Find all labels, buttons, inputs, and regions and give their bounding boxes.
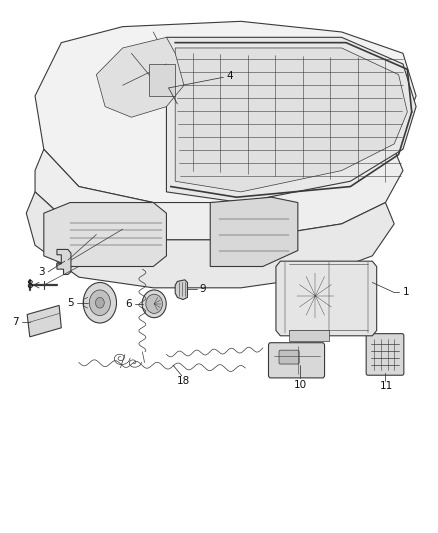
Polygon shape — [175, 48, 407, 192]
Ellipse shape — [142, 290, 166, 318]
Polygon shape — [35, 21, 416, 203]
Polygon shape — [276, 261, 377, 336]
Ellipse shape — [146, 294, 162, 313]
FancyBboxPatch shape — [366, 334, 404, 375]
Circle shape — [304, 282, 326, 309]
Text: 3: 3 — [38, 267, 45, 277]
Circle shape — [57, 251, 61, 256]
Ellipse shape — [340, 271, 361, 300]
Text: 18: 18 — [177, 376, 190, 386]
Ellipse shape — [223, 213, 276, 251]
Polygon shape — [57, 249, 71, 274]
Text: 11: 11 — [380, 382, 393, 391]
Polygon shape — [210, 197, 298, 266]
Circle shape — [57, 262, 61, 267]
Polygon shape — [166, 37, 416, 203]
Text: 5: 5 — [67, 298, 74, 308]
Polygon shape — [44, 203, 166, 266]
Polygon shape — [149, 64, 175, 96]
Circle shape — [83, 282, 117, 323]
Circle shape — [287, 261, 344, 330]
Polygon shape — [96, 37, 184, 117]
Text: 7: 7 — [12, 318, 19, 327]
FancyBboxPatch shape — [268, 343, 325, 378]
Ellipse shape — [344, 276, 357, 295]
Polygon shape — [26, 192, 394, 288]
Text: 8: 8 — [26, 280, 33, 290]
Circle shape — [163, 81, 170, 90]
Text: 9: 9 — [199, 285, 206, 294]
Text: 1: 1 — [403, 287, 410, 297]
Circle shape — [154, 70, 161, 79]
Polygon shape — [35, 149, 403, 240]
Ellipse shape — [85, 216, 147, 255]
Polygon shape — [289, 330, 328, 341]
Text: 10: 10 — [293, 380, 307, 390]
Text: 4: 4 — [226, 71, 233, 80]
Polygon shape — [175, 280, 187, 300]
Circle shape — [89, 290, 110, 316]
Circle shape — [296, 272, 335, 320]
FancyBboxPatch shape — [279, 350, 299, 364]
Polygon shape — [27, 305, 61, 337]
Text: 6: 6 — [125, 299, 132, 309]
Circle shape — [95, 297, 104, 308]
